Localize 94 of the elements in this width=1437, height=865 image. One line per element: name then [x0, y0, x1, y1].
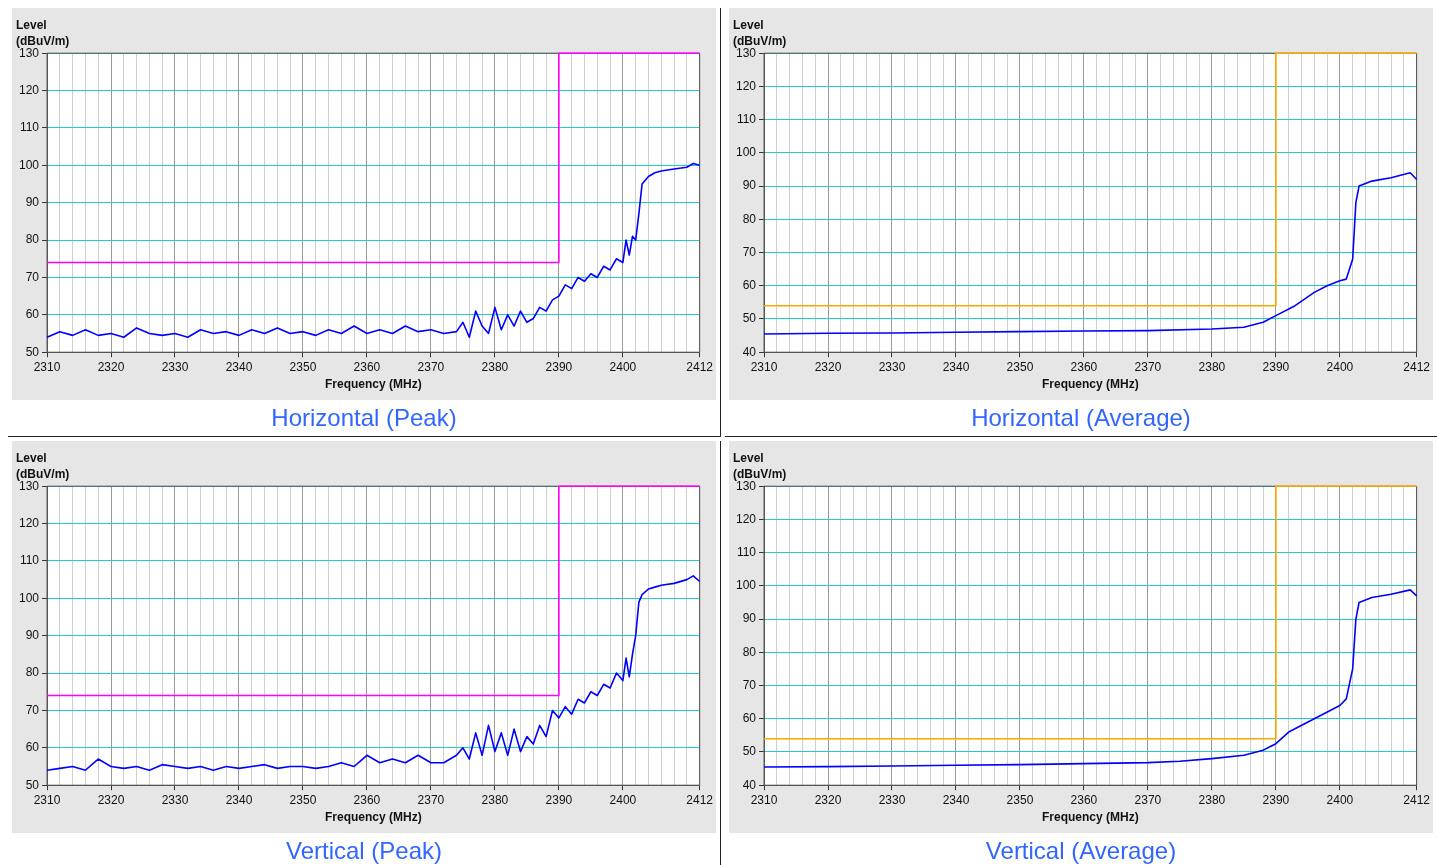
y-tick-label: 60: [25, 740, 40, 755]
y-tick-label: 110: [19, 553, 40, 568]
x-tick-label: 2350: [1006, 359, 1034, 374]
y-tick-label: 90: [25, 195, 40, 210]
x-tick-label: 2360: [1070, 792, 1098, 807]
y-tick-label: 120: [735, 511, 757, 526]
y-tick-label: 90: [25, 628, 40, 643]
x-tick-label: 2340: [942, 359, 970, 374]
y-tick-label: 130: [735, 45, 757, 60]
y-tick-label: 60: [742, 711, 757, 726]
x-axis-title: Frequency (MHz): [1041, 810, 1139, 825]
y-tick-label: 100: [735, 145, 757, 160]
y-axis-title: Level (dBuV/m): [16, 451, 70, 481]
x-tick-label: 2310: [33, 359, 61, 374]
x-tick-label: 2360: [353, 359, 381, 374]
y-tick-label: 120: [18, 515, 40, 530]
x-tick-label: 2320: [814, 359, 842, 374]
y-tick-label: 70: [25, 702, 40, 717]
y-tick-label: 110: [736, 544, 757, 559]
x-tick-label: 2370: [1134, 359, 1162, 374]
x-tick-label: 2330: [878, 359, 906, 374]
x-tick-label: 2360: [353, 792, 381, 807]
y-tick-label: 130: [735, 478, 757, 493]
x-tick-label: 2330: [878, 792, 906, 807]
x-tick-label: 2380: [1198, 359, 1226, 374]
y-tick-label: 80: [25, 232, 40, 247]
x-tick-label: 2400: [1326, 359, 1354, 374]
y-tick-label: 120: [735, 78, 757, 93]
x-tick-label: 2310: [33, 792, 61, 807]
x-tick-label: 2412: [1403, 792, 1431, 807]
y-tick-label: 70: [25, 269, 40, 284]
y-tick-label: 60: [25, 307, 40, 322]
x-tick-label: 2390: [545, 792, 573, 807]
y-tick-label: 130: [18, 478, 40, 493]
y-axis-title: Level (dBuV/m): [733, 18, 787, 48]
x-axis-title: Frequency (MHz): [1041, 377, 1139, 392]
x-tick-label: 2380: [481, 792, 509, 807]
x-tick-label: 2320: [814, 792, 842, 807]
x-tick-label: 2412: [1403, 359, 1431, 374]
x-tick-label: 2350: [289, 359, 317, 374]
y-tick-label: 70: [742, 244, 757, 259]
x-tick-label: 2340: [225, 792, 253, 807]
x-axis-title: Frequency (MHz): [324, 810, 422, 825]
x-tick-label: 2370: [1134, 792, 1162, 807]
x-tick-label: 2350: [289, 792, 317, 807]
y-tick-label: 50: [742, 311, 757, 326]
x-tick-label: 2310: [750, 359, 778, 374]
x-tick-label: 2340: [225, 359, 253, 374]
x-tick-label: 2330: [161, 359, 189, 374]
y-tick-label: 40: [742, 777, 757, 792]
x-tick-label: 2320: [97, 792, 125, 807]
x-tick-label: 2370: [417, 792, 445, 807]
x-tick-label: 2412: [686, 359, 714, 374]
y-tick-label: 60: [742, 278, 757, 293]
y-tick-label: 70: [742, 677, 757, 692]
y-tick-label: 50: [25, 344, 40, 359]
y-tick-label: 120: [18, 82, 40, 97]
x-tick-label: 2390: [1262, 359, 1290, 374]
y-tick-label: 50: [25, 777, 40, 792]
x-tick-label: 2390: [545, 359, 573, 374]
x-tick-label: 2360: [1070, 359, 1098, 374]
x-tick-label: 2390: [1262, 792, 1290, 807]
text: Horizontal (Average): [970, 403, 1192, 433]
x-tick-label: 2340: [942, 792, 970, 807]
y-tick-label: 100: [18, 157, 40, 172]
x-tick-label: 2400: [609, 359, 637, 374]
y-axis-title: Level (dBuV/m): [16, 18, 70, 48]
x-tick-label: 2400: [609, 792, 637, 807]
x-axis-title: Frequency (MHz): [324, 377, 422, 392]
x-tick-label: 2320: [97, 359, 125, 374]
y-tick-label: 110: [19, 120, 40, 135]
y-tick-label: 80: [742, 644, 757, 659]
x-tick-label: 2310: [750, 792, 778, 807]
y-tick-label: 90: [742, 611, 757, 626]
y-axis-title: Level (dBuV/m): [733, 451, 787, 481]
x-tick-label: 2380: [481, 359, 509, 374]
text: Horizontal (Peak): [270, 403, 458, 433]
text: Vertical (Peak): [284, 836, 444, 865]
x-tick-label: 2380: [1198, 792, 1226, 807]
y-tick-label: 50: [742, 744, 757, 759]
y-tick-label: 110: [736, 111, 757, 126]
x-tick-label: 2400: [1326, 792, 1354, 807]
y-tick-label: 90: [742, 178, 757, 193]
x-tick-label: 2350: [1006, 792, 1034, 807]
text: Vertical (Average): [984, 836, 1178, 865]
y-tick-label: 80: [742, 211, 757, 226]
y-tick-label: 80: [25, 665, 40, 680]
y-tick-label: 100: [735, 578, 757, 593]
x-tick-label: 2412: [686, 792, 714, 807]
x-tick-label: 2330: [161, 792, 189, 807]
y-tick-label: 100: [18, 590, 40, 605]
y-tick-label: 40: [742, 344, 757, 359]
y-tick-label: 130: [18, 45, 40, 60]
x-tick-label: 2370: [417, 359, 445, 374]
